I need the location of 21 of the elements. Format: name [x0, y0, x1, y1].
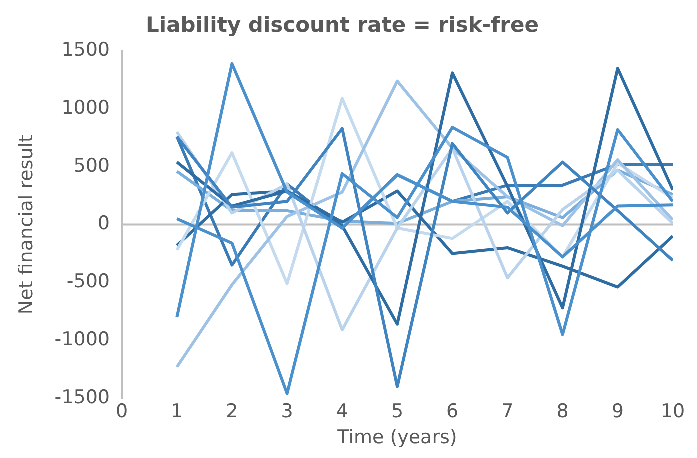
y-tick-label: -1500 [54, 386, 110, 408]
x-tick-label: 10 [660, 400, 686, 423]
x-tick-label: 1 [171, 400, 184, 423]
x-tick-label: 6 [446, 400, 459, 423]
x-tick-label: 2 [226, 400, 238, 423]
y-axis-title: Net financial result [15, 135, 38, 315]
x-tick-label: 9 [612, 400, 624, 423]
x-tick-label: 3 [281, 400, 294, 423]
y-tick-label: 1000 [62, 97, 110, 120]
y-tick-label: 1500 [62, 39, 110, 62]
y-tick-label: 500 [74, 154, 110, 177]
x-tick-label: 4 [336, 400, 348, 423]
x-tick-label: 0 [116, 400, 128, 423]
y-tick-label: -1000 [54, 328, 110, 350]
x-tick-label: 5 [391, 400, 404, 423]
chart-title: Liability discount rate = risk-free [146, 13, 540, 38]
x-tick-label: 8 [556, 400, 569, 423]
x-axis-title: Time (years) [336, 426, 458, 449]
y-tick-label: 0 [98, 212, 110, 235]
x-tick-label: 7 [502, 400, 514, 423]
y-tick-label: -500 [66, 270, 110, 293]
